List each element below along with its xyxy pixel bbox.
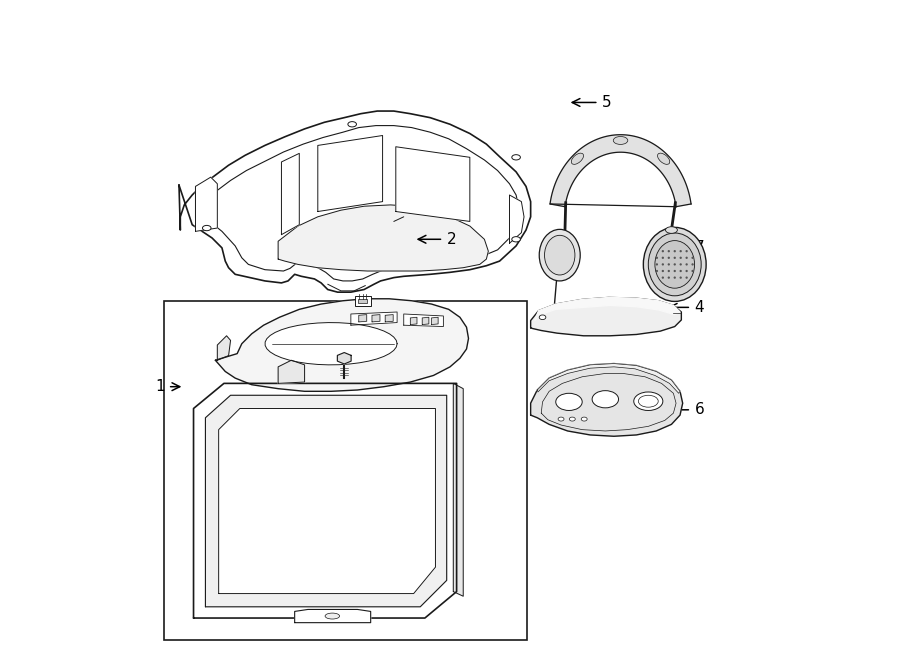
Text: 1: 1 — [155, 379, 165, 394]
Ellipse shape — [691, 270, 694, 272]
Ellipse shape — [512, 155, 520, 160]
Ellipse shape — [680, 263, 682, 266]
Polygon shape — [294, 609, 371, 623]
Ellipse shape — [686, 250, 688, 253]
Ellipse shape — [662, 276, 664, 279]
Polygon shape — [531, 364, 683, 436]
Ellipse shape — [691, 263, 694, 266]
Polygon shape — [396, 147, 470, 221]
Ellipse shape — [668, 276, 670, 279]
Ellipse shape — [673, 256, 676, 259]
Polygon shape — [219, 408, 436, 594]
Ellipse shape — [325, 613, 339, 619]
Polygon shape — [278, 205, 489, 271]
Ellipse shape — [648, 233, 701, 295]
Ellipse shape — [581, 417, 587, 421]
Ellipse shape — [572, 153, 583, 165]
Ellipse shape — [592, 391, 618, 408]
Ellipse shape — [668, 263, 670, 266]
Ellipse shape — [662, 263, 664, 266]
Text: 6: 6 — [695, 403, 705, 417]
Ellipse shape — [512, 237, 520, 242]
Polygon shape — [351, 312, 397, 325]
Ellipse shape — [686, 270, 688, 272]
Ellipse shape — [691, 256, 694, 259]
Ellipse shape — [539, 315, 545, 319]
Polygon shape — [410, 317, 417, 325]
Polygon shape — [217, 336, 230, 360]
Polygon shape — [550, 135, 691, 207]
Polygon shape — [422, 317, 428, 325]
Ellipse shape — [539, 229, 580, 281]
Text: 3: 3 — [410, 336, 420, 351]
Ellipse shape — [668, 256, 670, 259]
Ellipse shape — [544, 235, 575, 275]
Polygon shape — [318, 136, 382, 212]
Polygon shape — [194, 383, 456, 618]
Ellipse shape — [658, 153, 670, 165]
Polygon shape — [278, 360, 304, 383]
Ellipse shape — [673, 263, 676, 266]
Text: 5: 5 — [602, 95, 612, 110]
Ellipse shape — [558, 417, 564, 421]
Polygon shape — [537, 364, 680, 393]
Bar — [165, 301, 526, 640]
Polygon shape — [535, 297, 680, 321]
Ellipse shape — [680, 276, 682, 279]
Polygon shape — [454, 383, 464, 596]
Polygon shape — [509, 195, 524, 243]
Ellipse shape — [655, 241, 695, 288]
Bar — [355, 296, 371, 306]
Ellipse shape — [665, 227, 678, 233]
Ellipse shape — [656, 256, 658, 259]
Text: 2: 2 — [446, 232, 456, 247]
Polygon shape — [431, 317, 438, 325]
Ellipse shape — [673, 276, 676, 279]
Polygon shape — [531, 297, 681, 336]
Ellipse shape — [686, 263, 688, 266]
Ellipse shape — [680, 250, 682, 253]
Ellipse shape — [613, 136, 628, 144]
Ellipse shape — [644, 227, 706, 301]
Polygon shape — [282, 153, 300, 235]
Ellipse shape — [662, 270, 664, 272]
Polygon shape — [215, 299, 469, 391]
Ellipse shape — [668, 270, 670, 272]
Ellipse shape — [668, 250, 670, 253]
Polygon shape — [385, 315, 393, 322]
Ellipse shape — [662, 250, 664, 253]
Bar — [358, 299, 367, 303]
Ellipse shape — [348, 122, 356, 127]
Ellipse shape — [202, 225, 211, 231]
Ellipse shape — [656, 270, 658, 272]
Ellipse shape — [656, 263, 658, 266]
Polygon shape — [359, 315, 366, 322]
Polygon shape — [205, 395, 446, 607]
Ellipse shape — [686, 276, 688, 279]
Polygon shape — [266, 323, 397, 365]
Text: 7: 7 — [695, 241, 704, 255]
Ellipse shape — [680, 270, 682, 272]
Polygon shape — [179, 111, 531, 292]
Ellipse shape — [570, 417, 575, 421]
Polygon shape — [195, 177, 217, 231]
Ellipse shape — [673, 250, 676, 253]
Ellipse shape — [662, 256, 664, 259]
Ellipse shape — [680, 256, 682, 259]
Text: 4: 4 — [695, 300, 704, 315]
Polygon shape — [404, 314, 444, 327]
Polygon shape — [338, 352, 351, 364]
Ellipse shape — [686, 256, 688, 259]
Ellipse shape — [556, 393, 582, 410]
Ellipse shape — [634, 392, 662, 410]
Ellipse shape — [673, 270, 676, 272]
Polygon shape — [372, 315, 380, 322]
